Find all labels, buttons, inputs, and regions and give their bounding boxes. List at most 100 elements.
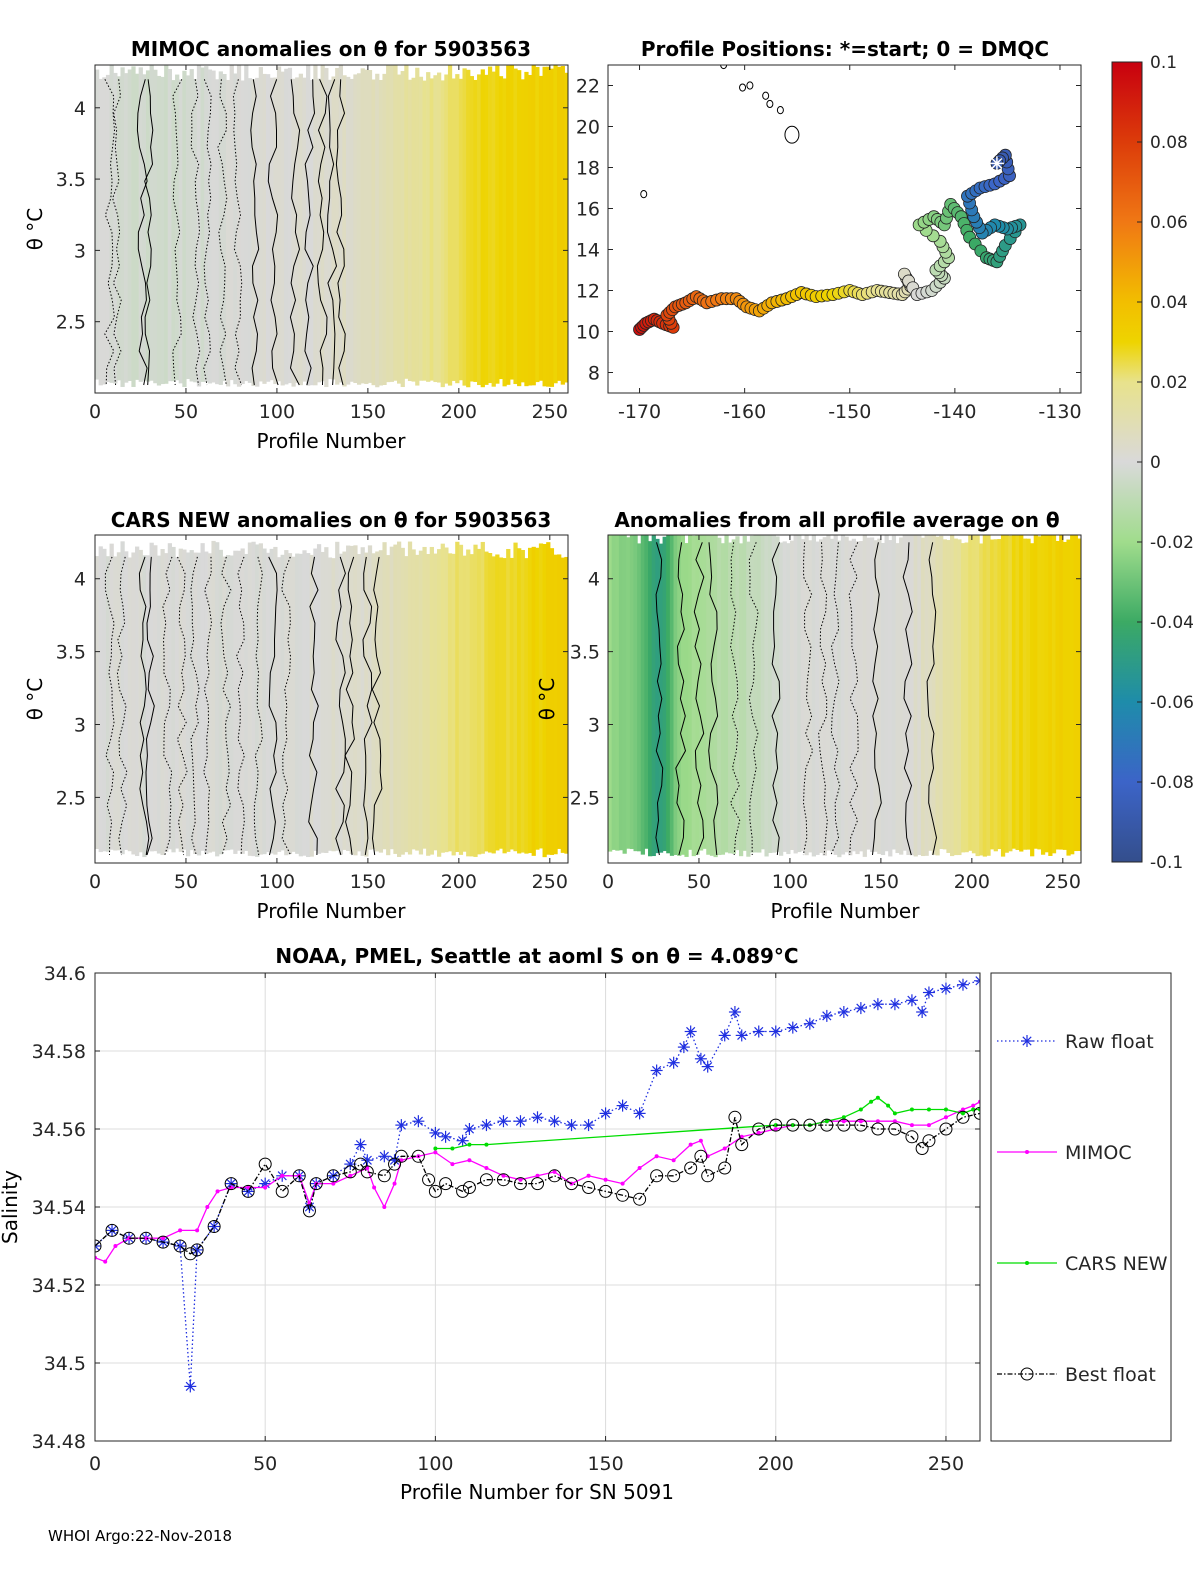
heat-cell	[822, 537, 827, 856]
heat-cell	[764, 535, 769, 857]
heat-cell	[382, 542, 387, 850]
heat-cell	[240, 548, 245, 854]
data-point	[926, 1123, 931, 1128]
data-point	[684, 1025, 697, 1038]
data-point	[756, 1130, 761, 1135]
contour-line	[104, 79, 116, 386]
colorbar-tick-label: 0.02	[1150, 373, 1188, 393]
colorbar-tick-label: -0.08	[1150, 773, 1194, 793]
contour-line	[655, 542, 664, 856]
contour-line	[708, 542, 719, 856]
heat-cell	[404, 65, 409, 379]
heat-cell	[1059, 535, 1064, 850]
star-stroke	[362, 1155, 372, 1165]
data-point	[302, 1204, 316, 1218]
colorbar-tick-label: 0.06	[1150, 213, 1188, 233]
data-point	[599, 1184, 613, 1198]
heat-cell	[909, 535, 915, 856]
heat-cell	[531, 546, 536, 856]
x-tick-label: 50	[253, 1453, 277, 1475]
heat-cell	[735, 536, 740, 851]
cars-axes-box	[94, 534, 569, 864]
heat-cell	[302, 550, 307, 856]
heat-cell	[291, 78, 296, 387]
cars-ylabel: θ °C	[23, 678, 47, 721]
heat-cell	[691, 535, 696, 857]
salinity-legend: Raw float MIMOC CARS NEW Best float	[990, 972, 1172, 1442]
data-point	[718, 1161, 732, 1175]
heat-cell	[648, 541, 653, 857]
heat-cell	[353, 545, 358, 856]
heat-cell	[429, 546, 434, 855]
data-point	[246, 1185, 251, 1190]
heat-cell	[156, 75, 162, 386]
heat-cell	[411, 77, 416, 382]
heat-cell	[1051, 535, 1057, 854]
heat-cell	[218, 549, 223, 855]
heat-cell	[775, 536, 780, 852]
y-tick-label: 12	[576, 281, 600, 303]
heat-cell	[651, 535, 656, 857]
heat-cell	[491, 71, 496, 387]
heat-cell	[389, 546, 394, 850]
heat-cell	[742, 535, 747, 851]
data-point	[113, 1244, 118, 1248]
data-point	[480, 1119, 493, 1132]
data-point	[258, 1157, 272, 1171]
data-point	[916, 1006, 929, 1018]
y-tick-label: 14	[576, 240, 600, 262]
data-point	[871, 998, 884, 1011]
heat-cell	[1000, 535, 1006, 857]
heat-cell	[680, 535, 686, 855]
data-point	[701, 1169, 715, 1183]
star-stroke	[175, 1241, 185, 1251]
mimoc-x-ticks: 0 50 100 150 200 250	[89, 65, 568, 423]
heat-cell	[473, 544, 478, 857]
y-tick-label: 8	[588, 363, 600, 385]
heat-cell	[1037, 536, 1042, 850]
data-point	[275, 1184, 289, 1198]
data-point	[372, 1185, 377, 1190]
heat-cell	[513, 68, 518, 385]
heat-cell	[338, 553, 344, 855]
data-point	[433, 1146, 438, 1151]
heat-cell	[644, 535, 649, 849]
heat-cell	[862, 535, 867, 857]
avg-x-ticks: 0 50 100 150 200 250	[602, 535, 1081, 893]
heat-cell	[327, 557, 333, 851]
heat-cell	[382, 73, 387, 386]
contour-line	[675, 542, 687, 856]
data-point	[871, 1122, 885, 1136]
heat-cell	[920, 537, 926, 857]
data-point	[915, 1142, 929, 1155]
heat-cell	[527, 547, 533, 854]
heat-cell	[360, 68, 365, 384]
x-tick-label: 0	[89, 401, 101, 423]
y-tick-label: 34.58	[32, 1041, 86, 1063]
heat-cell	[178, 548, 183, 852]
heat-cell	[295, 77, 300, 383]
heat-cell	[1033, 535, 1038, 849]
positions-x-ticks: -170 -160 -150 -140 -130	[618, 65, 1082, 423]
legend-label: CARS NEW	[1065, 1253, 1168, 1275]
legend-item-mimoc: MIMOC	[997, 1142, 1132, 1164]
heat-cell	[127, 557, 132, 852]
series-line	[95, 1112, 980, 1255]
salinity-ylabel: Salinity	[0, 1170, 22, 1244]
mimoc-xlabel: Profile Number	[257, 429, 407, 453]
x-tick-label: 100	[772, 871, 808, 893]
data-point	[735, 1029, 748, 1042]
data-point	[103, 1259, 108, 1264]
heat-cell	[684, 543, 689, 857]
data-point	[892, 1111, 897, 1116]
star-stroke	[260, 1178, 270, 1189]
star-stroke	[430, 1128, 441, 1138]
colorbar-tick-label: 0.1	[1150, 53, 1177, 73]
heat-cell	[1004, 535, 1009, 853]
y-tick-label: 3	[74, 715, 86, 737]
heat-cell	[906, 535, 911, 856]
heat-cell	[258, 543, 263, 855]
data-point	[382, 1205, 387, 1209]
data-point	[820, 1009, 833, 1022]
heat-cell	[375, 73, 380, 388]
